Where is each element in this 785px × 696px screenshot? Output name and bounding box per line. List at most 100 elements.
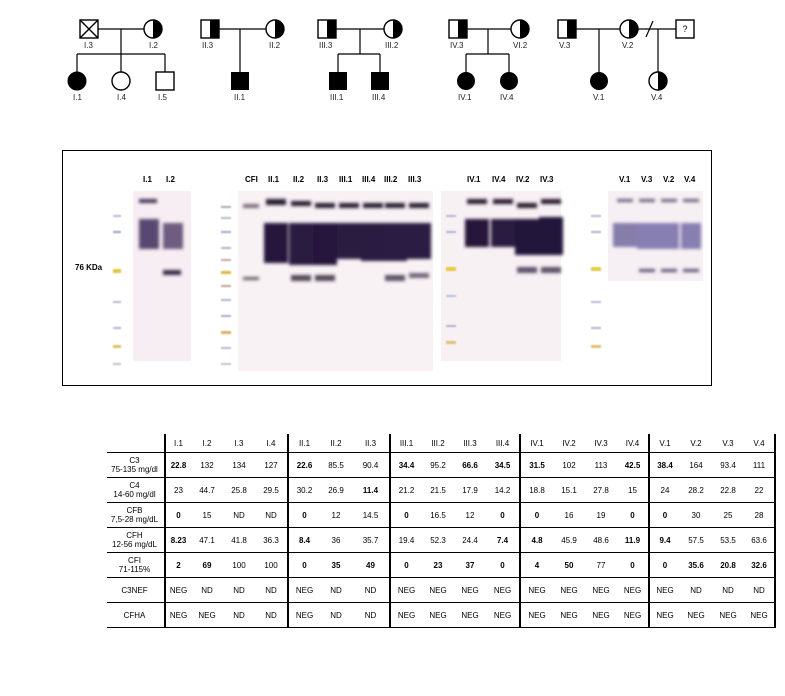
column-header: III.4 <box>486 434 521 453</box>
table-cell: NEG <box>744 602 776 628</box>
pedigree-individual-III1 <box>329 72 347 90</box>
marker-ladder <box>446 215 456 344</box>
table-cell: 11.9 <box>617 527 650 553</box>
table-cell: 41.8 <box>223 527 255 553</box>
row-header: CFI 71-115% <box>107 552 166 578</box>
pedigree-diagram: ? I.3 I.2 I.1 I.4 I.5 II.3 II.2 II.1 III… <box>67 19 695 102</box>
lane-label: II.3 <box>317 175 329 184</box>
table-cell: 14.2 <box>486 477 521 503</box>
table-cell: ND <box>320 602 352 628</box>
table-cell: 35 <box>320 552 352 578</box>
column-header: V.2 <box>680 434 712 453</box>
table-cell: 44.7 <box>191 477 223 503</box>
row-range: 7,5-28 mg/dL <box>110 515 159 524</box>
pedigree-individual-IV3 <box>448 19 468 39</box>
pedigree-label: III.4 <box>372 93 386 102</box>
pedigree-individual-III4 <box>371 72 389 90</box>
table-cell: 15 <box>191 502 223 528</box>
table-cell: ND <box>191 577 223 603</box>
column-header: I.3 <box>223 434 255 453</box>
table-cell: 22.8 <box>712 477 744 503</box>
table-cell: 9.4 <box>649 527 680 553</box>
table-cell: NEG <box>486 577 521 603</box>
row-header: C3NEF <box>107 577 166 603</box>
table-cell: 4 <box>520 552 553 578</box>
table-cell: 11.4 <box>352 477 391 503</box>
table-row: CFB 7,5-28 mg/dL 0 15 ND ND 0 12 14.5 0 16.5 12 0 0 16… <box>107 502 776 528</box>
table-cell: 23 <box>422 552 454 578</box>
pedigree-label: III.3 <box>319 41 333 50</box>
table-cell: ND <box>352 602 391 628</box>
pedigree-individual-VI2 <box>510 19 530 39</box>
table-row: C4 14-60 mg/dl 23 44.7 25.8 29.5 30.2 26.9 11.4 2… <box>107 477 776 503</box>
table-cell: 15 <box>617 477 650 503</box>
table-cell: 4.8 <box>520 527 553 553</box>
table-cell: ND <box>223 502 255 528</box>
pedigree-label: V.2 <box>622 41 634 50</box>
pedigree-individual-II2 <box>265 19 285 39</box>
lane-label: I.1 <box>143 175 152 184</box>
table-cell: 36 <box>320 527 352 553</box>
table-cell: 31.5 <box>520 452 553 478</box>
column-header: V.4 <box>744 434 776 453</box>
lane-label: CFI <box>245 175 258 184</box>
table-cell: 29.5 <box>255 477 289 503</box>
table-cell: 34.5 <box>486 452 521 478</box>
table-cell: 16.5 <box>422 502 454 528</box>
table-cell: 0 <box>649 502 680 528</box>
table-cell: 22.8 <box>165 452 191 478</box>
pedigree-label: I.2 <box>149 41 158 50</box>
table-cell: ND <box>320 577 352 603</box>
lane-label: V.4 <box>684 175 696 184</box>
table-cell: 22 <box>744 477 776 503</box>
column-header: IV.1 <box>520 434 553 453</box>
table-cell: 18.8 <box>520 477 553 503</box>
table-header-row: I.1 I.2 I.3 I.4 II.1 II.2 II.3 III.1 III.2 III.3 I… <box>107 434 776 453</box>
table-cell: 45.9 <box>553 527 585 553</box>
lane-label: IV.3 <box>540 175 554 184</box>
row-range: 14-60 mg/dl <box>113 490 156 499</box>
table-cell: 21.5 <box>422 477 454 503</box>
column-header: II.1 <box>288 434 320 453</box>
table-cell: NEG <box>454 602 486 628</box>
table-cell: NEG <box>288 577 320 603</box>
pedigree-label: VI.2 <box>513 41 528 50</box>
pedigree-label: IV.4 <box>500 93 514 102</box>
table-cell: 48.6 <box>585 527 617 553</box>
table-cell: NEG <box>454 577 486 603</box>
table-cell: NEG <box>617 602 650 628</box>
table-cell: 93.4 <box>712 452 744 478</box>
column-header: IV.2 <box>553 434 585 453</box>
table-cell: 100 <box>223 552 255 578</box>
table-cell: 30.2 <box>288 477 320 503</box>
svg-text:?: ? <box>682 24 687 34</box>
table-cell: 164 <box>680 452 712 478</box>
row-name: C3 <box>129 456 140 465</box>
column-header: II.2 <box>320 434 352 453</box>
molecular-weight-label: 76 KDa <box>75 263 103 272</box>
lane-label: IV.1 <box>467 175 481 184</box>
table-cell: ND <box>255 602 289 628</box>
table-cell: 49 <box>352 552 391 578</box>
pedigree-label: III.2 <box>385 41 399 50</box>
table-cell: 102 <box>553 452 585 478</box>
table-cell: 35.6 <box>680 552 712 578</box>
table-cell: 132 <box>191 452 223 478</box>
row-header: C4 14-60 mg/dl <box>107 477 166 503</box>
table-cell: 25 <box>712 502 744 528</box>
pedigree-label: I.5 <box>158 93 167 102</box>
pedigree-label: V.1 <box>593 93 605 102</box>
table-cell: 0 <box>617 502 650 528</box>
table-cell: 100 <box>255 552 289 578</box>
pedigree-label: IV.3 <box>450 41 464 50</box>
table-cell: NEG <box>712 602 744 628</box>
table-cell: 50 <box>553 552 585 578</box>
table-cell: 24 <box>649 477 680 503</box>
table-cell: NEG <box>390 577 422 603</box>
pedigree-individual-I4 <box>111 71 131 91</box>
column-header: II.3 <box>352 434 391 453</box>
pedigree-individual-I3 <box>79 19 99 39</box>
row-range: 75-135 mg/dl <box>111 465 158 474</box>
table-cell: 21.2 <box>390 477 422 503</box>
pedigree-label: V.4 <box>651 93 663 102</box>
